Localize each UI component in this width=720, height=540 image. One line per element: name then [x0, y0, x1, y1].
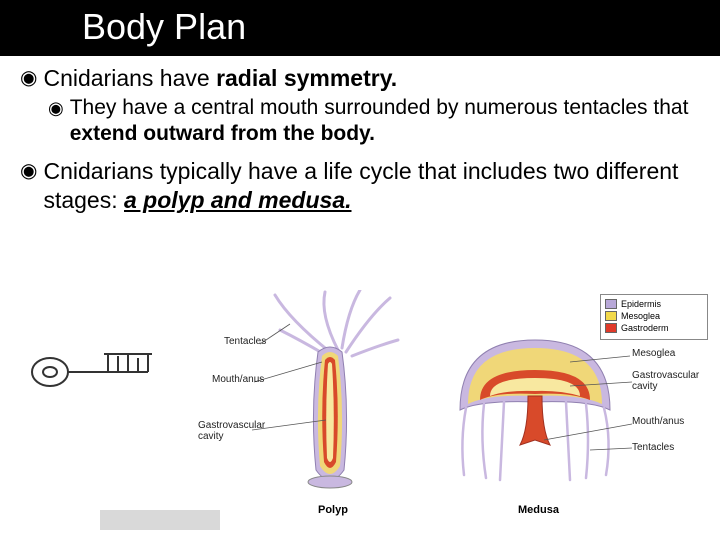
legend-row: Mesoglea — [605, 311, 703, 321]
slide-title: Body Plan — [0, 0, 720, 56]
key-illustration — [28, 342, 178, 402]
polyp-diagram: Tentacles Mouth/anus Gastrovascular cavi… — [230, 290, 430, 518]
bullet-1: ◉ Cnidarians have radial symmetry. — [20, 64, 700, 93]
medusa-label-tentacles: Tentacles — [632, 442, 674, 453]
diagram-area: Tentacles Mouth/anus Gastrovascular cavi… — [0, 290, 720, 530]
medusa-label-mouth: Mouth/anus — [632, 416, 684, 427]
legend-swatch — [605, 323, 617, 333]
legend-swatch — [605, 311, 617, 321]
polyp-label-cavity: Gastrovascular cavity — [198, 420, 258, 442]
bullet-1a: ◉ They have a central mouth surrounded b… — [48, 95, 700, 148]
bullet-marker-icon: ◉ — [20, 64, 37, 93]
polyp-svg — [230, 290, 430, 500]
slide-content: ◉ Cnidarians have radial symmetry. ◉ The… — [0, 56, 720, 215]
medusa-label-mesoglea: Mesoglea — [632, 348, 675, 359]
legend-row: Epidermis — [605, 299, 703, 309]
bullet-marker-icon: ◉ — [20, 157, 37, 215]
bullet-1-text: Cnidarians have radial symmetry. — [43, 64, 397, 93]
medusa-label-cavity: Gastrovascular cavity — [632, 370, 720, 392]
medusa-form-label: Medusa — [518, 504, 559, 516]
legend-label: Mesoglea — [621, 311, 660, 321]
polyp-form-label: Polyp — [318, 504, 348, 516]
legend-row: Gastroderm — [605, 323, 703, 333]
polyp-label-mouth: Mouth/anus — [212, 374, 264, 385]
polyp-label-tentacles: Tentacles — [224, 336, 266, 347]
legend-swatch — [605, 299, 617, 309]
bullet-1a-text: They have a central mouth surrounded by … — [70, 95, 700, 148]
bullet-2: ◉ Cnidarians typically have a life cycle… — [20, 157, 700, 215]
legend: Epidermis Mesoglea Gastroderm — [600, 294, 708, 340]
legend-label: Gastroderm — [621, 323, 669, 333]
bullet-marker-icon: ◉ — [48, 95, 64, 148]
bullet-2-text: Cnidarians typically have a life cycle t… — [43, 157, 700, 215]
gray-block — [100, 510, 220, 530]
legend-label: Epidermis — [621, 299, 661, 309]
